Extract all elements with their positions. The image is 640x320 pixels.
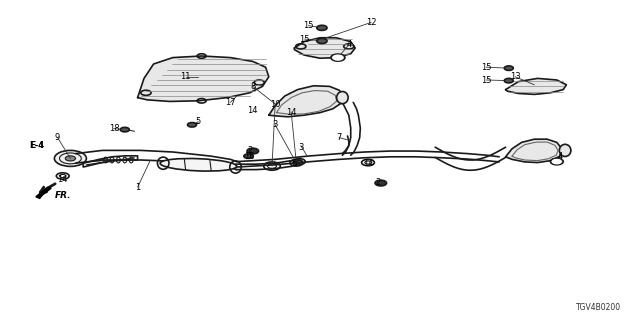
Text: 4: 4: [346, 40, 351, 49]
Text: 3: 3: [298, 143, 303, 152]
Circle shape: [317, 38, 327, 44]
Text: 17: 17: [225, 98, 236, 107]
Text: 15: 15: [303, 21, 314, 30]
Polygon shape: [294, 38, 355, 58]
Text: 13: 13: [510, 72, 520, 81]
Text: E-4: E-4: [29, 141, 45, 150]
Circle shape: [333, 55, 343, 60]
Text: 14: 14: [58, 175, 68, 184]
Polygon shape: [269, 86, 344, 117]
Text: 4: 4: [557, 152, 563, 161]
Text: 14: 14: [363, 159, 373, 168]
Circle shape: [247, 148, 259, 154]
Circle shape: [120, 127, 129, 132]
Circle shape: [65, 156, 76, 161]
Text: TGV4B0200: TGV4B0200: [575, 303, 621, 312]
Ellipse shape: [559, 144, 571, 156]
Text: 15: 15: [481, 76, 492, 84]
Text: 8: 8: [250, 82, 255, 91]
Text: 2: 2: [247, 146, 252, 155]
Text: 10: 10: [270, 100, 280, 108]
Text: E-4: E-4: [30, 141, 44, 150]
Polygon shape: [138, 56, 269, 101]
Ellipse shape: [160, 158, 237, 171]
Polygon shape: [76, 150, 237, 170]
Text: 5: 5: [196, 117, 201, 126]
Text: 1: 1: [135, 183, 140, 192]
Circle shape: [188, 123, 196, 127]
Text: 14: 14: [286, 108, 296, 116]
Text: 9: 9: [55, 133, 60, 142]
Circle shape: [504, 66, 513, 70]
Text: 6: 6: [292, 159, 297, 168]
Polygon shape: [506, 139, 562, 163]
Text: 12: 12: [366, 18, 376, 27]
Circle shape: [317, 25, 327, 30]
Text: 16: 16: [244, 152, 255, 161]
Circle shape: [54, 150, 86, 166]
Circle shape: [297, 160, 302, 163]
Circle shape: [375, 180, 387, 186]
Ellipse shape: [550, 158, 563, 165]
Text: 14: 14: [248, 106, 258, 115]
Text: 15: 15: [300, 35, 310, 44]
Text: 3: 3: [273, 120, 278, 129]
Polygon shape: [83, 156, 138, 167]
Text: FR.: FR.: [54, 191, 71, 200]
Circle shape: [504, 78, 513, 83]
Text: 11: 11: [180, 72, 191, 81]
Text: 7: 7: [337, 133, 342, 142]
Text: 15: 15: [481, 63, 492, 72]
Ellipse shape: [337, 92, 348, 104]
Circle shape: [244, 154, 253, 158]
Circle shape: [552, 159, 561, 164]
Polygon shape: [506, 78, 566, 94]
Text: 18: 18: [109, 124, 119, 133]
Polygon shape: [435, 147, 506, 170]
Polygon shape: [36, 187, 51, 198]
Ellipse shape: [331, 54, 345, 61]
Text: 2: 2: [375, 178, 380, 187]
